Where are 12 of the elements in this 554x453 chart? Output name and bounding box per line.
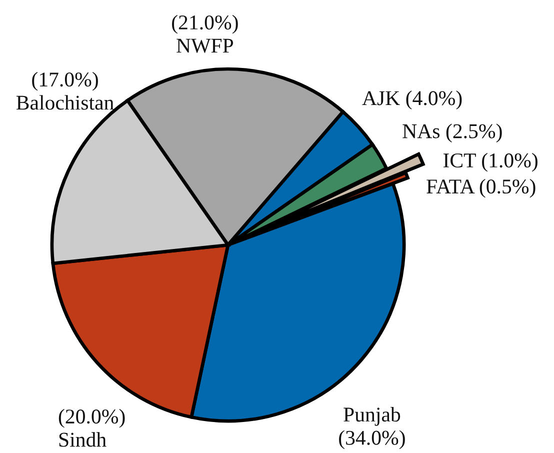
slice-label: NWFP: [176, 38, 234, 53]
slice-label: ICT (1.0%): [443, 152, 538, 172]
data-label: (21.0%): [172, 14, 238, 34]
slice-label: FATA (0.5%): [426, 178, 536, 198]
data-label: (17.0%): [32, 72, 98, 91]
slice-label: Balochistan: [16, 95, 114, 110]
data-label: (34.0%): [339, 430, 405, 450]
slice-label: AJK (4.0%): [362, 90, 462, 110]
slice-label: Sindh: [59, 432, 106, 447]
slice-label: NAs (2.5%): [402, 124, 502, 143]
data-label: (20.0%): [58, 408, 125, 428]
slice-label: Punjab: [344, 406, 400, 426]
